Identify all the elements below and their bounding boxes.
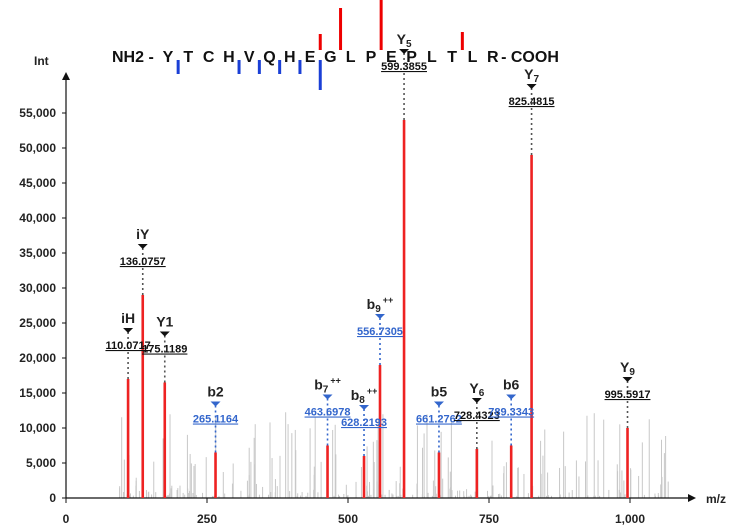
peak-marker bbox=[506, 394, 517, 400]
peak-mz-label: 995.5917 bbox=[605, 389, 651, 401]
peak-marker bbox=[399, 49, 410, 54]
peak-mz-label: 825.4815 bbox=[509, 96, 555, 108]
peak-marker bbox=[374, 314, 385, 319]
peak-ion-label: b2 bbox=[207, 384, 224, 400]
y-tick-label: 25,000 bbox=[19, 316, 56, 330]
peak-mz-label: 599.3855 bbox=[381, 61, 427, 73]
y-tick-label: 10,000 bbox=[19, 421, 56, 435]
y-tick-label: 50,000 bbox=[19, 141, 56, 155]
peak-ion-label: b8++ bbox=[351, 386, 378, 406]
peak-mz-label: 556.7305 bbox=[357, 326, 403, 338]
sequence-residue: Q bbox=[263, 49, 275, 66]
peak-mz-label: 628.2193 bbox=[341, 417, 387, 429]
peak-ion-label: iH bbox=[121, 310, 135, 326]
peak-marker bbox=[622, 377, 633, 382]
peak-marker bbox=[137, 244, 148, 249]
peak-mz-label: 265.1164 bbox=[193, 414, 239, 426]
y-tick-label: 30,000 bbox=[19, 281, 56, 295]
y-tick-label: 55,000 bbox=[19, 106, 56, 120]
y-tick-label: 40,000 bbox=[19, 211, 56, 225]
x-tick-label: 0 bbox=[63, 512, 70, 526]
peak-marker bbox=[123, 328, 134, 333]
sequence-residue: H bbox=[284, 49, 296, 66]
y-ticks: 0 5,000 10,000 15,000 20,000 25,000 30,000 35,0… bbox=[19, 106, 66, 505]
x-axis-label: m/z bbox=[706, 492, 726, 506]
sequence-residue: V bbox=[244, 49, 255, 66]
peak-ion-label: iY bbox=[136, 226, 150, 242]
peak-mz-label: 789.3343 bbox=[488, 407, 534, 419]
x-tick-label: 1,000 bbox=[615, 512, 645, 526]
peak-mz-label: 463.6978 bbox=[305, 407, 351, 419]
sequence-residue: L bbox=[346, 49, 356, 66]
y-axis-label: Int bbox=[34, 54, 49, 68]
peak-ion-label: b7++ bbox=[314, 376, 341, 396]
peak-ion-label: b6 bbox=[503, 377, 520, 393]
x-tick-label: 250 bbox=[197, 512, 217, 526]
y-tick-label: 15,000 bbox=[19, 386, 56, 400]
sequence-residue: L bbox=[427, 49, 437, 66]
y-axis-arrow bbox=[62, 72, 70, 80]
peak-ion-label: b5 bbox=[431, 384, 448, 400]
peak-ion-label: Y7 bbox=[524, 66, 539, 85]
y-tick-label: 35,000 bbox=[19, 246, 56, 260]
peak-marker bbox=[210, 401, 221, 407]
peak-marker bbox=[359, 405, 370, 410]
sequence-residue: C bbox=[203, 49, 215, 66]
peak-marker bbox=[322, 394, 333, 400]
peak-marker bbox=[471, 398, 482, 403]
peak-marker bbox=[159, 331, 170, 337]
peak-ion-label: b9++ bbox=[367, 295, 394, 315]
sequence-residue: G bbox=[324, 49, 336, 66]
x-tick-label: 750 bbox=[479, 512, 499, 526]
sequence-residue: T bbox=[183, 49, 193, 66]
peak-ion-label: Y5 bbox=[397, 31, 412, 50]
x-ticks: 0 250 500 750 1,000 bbox=[63, 498, 645, 526]
peak-mz-label: 728.4323 bbox=[454, 410, 500, 422]
x-axis-arrow bbox=[688, 494, 696, 502]
y-tick-label: 0 bbox=[49, 491, 56, 505]
y-tick-label: 20,000 bbox=[19, 351, 56, 365]
peak-marker bbox=[526, 84, 537, 89]
peak-ion-label: Y6 bbox=[469, 380, 484, 399]
y-tick-label: 5,000 bbox=[26, 456, 56, 470]
peak-ion-label: Y1 bbox=[156, 314, 173, 330]
sequence-residue: E bbox=[386, 49, 397, 66]
peak-mz-label: 175.1189 bbox=[142, 344, 187, 356]
sequence-residue: L bbox=[468, 49, 478, 66]
y-tick-label: 45,000 bbox=[19, 176, 56, 190]
peak-mz-label: 661.2762 bbox=[416, 414, 462, 426]
sequence-residue: P bbox=[366, 49, 377, 66]
peak-mz-label: 110.0717 bbox=[105, 340, 150, 352]
peaks bbox=[126, 120, 629, 498]
sequence-prefix: NH2 - bbox=[112, 49, 154, 66]
peak-marker bbox=[433, 401, 444, 407]
sequence-residue: R bbox=[487, 49, 499, 66]
sequence-residue: P bbox=[406, 49, 417, 66]
peak-ion-label: Y9 bbox=[620, 359, 635, 378]
sequence-residue: H bbox=[223, 49, 235, 66]
x-tick-label: 500 bbox=[338, 512, 358, 526]
sequence-residue: T bbox=[447, 49, 457, 66]
sequence-suffix: - COOH bbox=[501, 49, 559, 66]
peak-labels: 110.0717 iH 136.0757 iY 175.1189 Y1 265.1164 b2… bbox=[105, 31, 650, 456]
sequence-residue: Y bbox=[163, 49, 174, 66]
sequence-residue: E bbox=[305, 49, 316, 66]
peak-mz-label: 136.0757 bbox=[120, 256, 166, 268]
noise-peaks bbox=[119, 412, 669, 498]
